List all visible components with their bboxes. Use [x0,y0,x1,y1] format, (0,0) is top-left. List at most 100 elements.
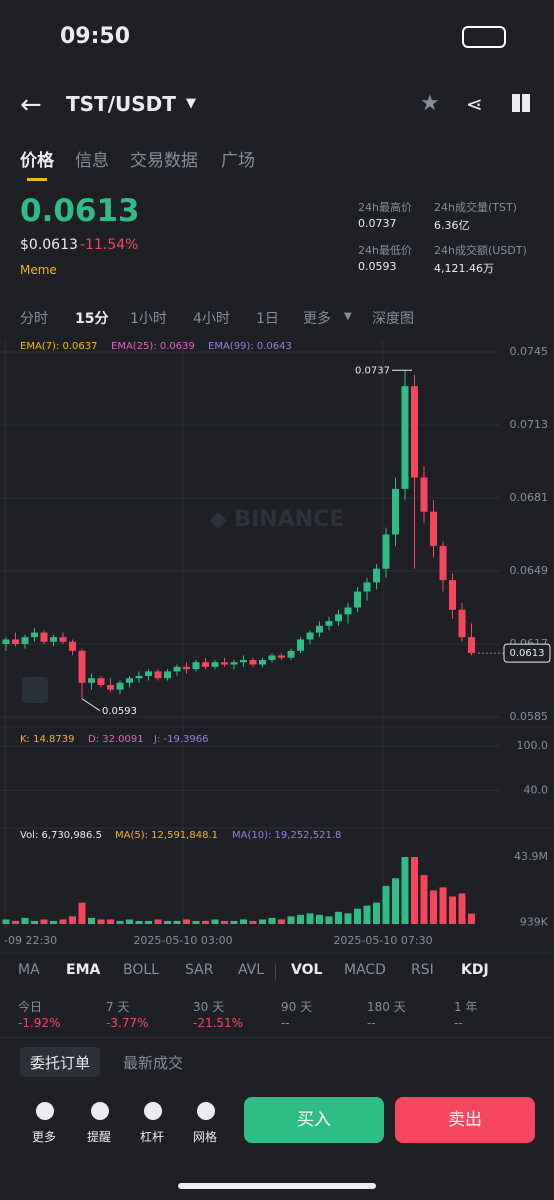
x-tick-label: -09 22:30 [4,934,57,947]
home-indicator [178,1183,376,1189]
volume-bar [439,887,447,924]
indicator-tab[interactable]: AVL [238,962,265,978]
volume-bar [145,920,152,924]
volume-bar [192,920,200,924]
candle-body [88,678,95,683]
sell-button[interactable]: 卖出 [395,1097,535,1143]
candle-body [12,639,19,644]
vol-tick-label: 43.9M [514,850,548,863]
period-value: -- [367,1016,376,1030]
tab[interactable]: 交易数据 [130,151,198,171]
ema-label: EMA(99): 0.0643 [208,341,292,352]
volume-bar [230,920,238,924]
back-button[interactable]: ← [20,90,42,120]
vol-label: MA(5): 12,591,848.1 [115,830,218,841]
tab[interactable]: 广场 [221,151,255,171]
order-tab[interactable]: 委托订单 [30,1054,91,1072]
candle-body [50,637,57,642]
indicator-tab[interactable]: EMA [66,962,101,978]
dropdown: ▼ [344,311,352,322]
interval[interactable]: 深度图 [372,311,414,327]
volume-bar [382,885,390,924]
indicator-tab[interactable]: RSI [411,962,434,978]
action-label[interactable]: 提醒 [87,1130,112,1144]
candle-body [449,580,456,610]
volume-bar [344,913,352,924]
action-label[interactable]: 杠杆 [140,1130,165,1144]
candle-body [230,662,238,665]
candle-body [287,650,295,658]
action-label[interactable]: 网格 [193,1130,218,1144]
pair-title[interactable]: TST/USDT [66,92,176,116]
price-change: -11.54% [80,237,139,253]
volume-bar [316,914,323,924]
candle-body [211,662,219,667]
buy-button[interactable]: 买入 [244,1097,384,1143]
interval[interactable]: 4小时 [193,311,230,327]
battery-icon [462,26,506,48]
indicator-tab[interactable]: KDJ [461,962,489,978]
volume-bar [430,890,437,924]
candle-body [439,545,447,581]
favorite-icon[interactable]: ★ [420,91,440,116]
trades-tab[interactable]: 最新成交 [123,1054,184,1072]
volume-bar [363,905,371,924]
tab-indicator [27,178,47,181]
pair-dropdown[interactable]: ▼ [186,96,196,111]
indicator-tab[interactable]: SAR [185,962,214,978]
action-label[interactable]: 更多 [32,1130,57,1144]
candle-body [401,386,409,489]
interval[interactable]: 分时 [20,311,48,327]
candle-body [221,662,228,665]
volume-bar [306,913,314,924]
indicator-tab[interactable]: BOLL [123,962,159,978]
volume-bar [297,914,304,924]
tab[interactable]: 价格 [20,151,54,171]
volume-bar [268,917,276,924]
candle-body [2,639,10,644]
volume-bar [287,916,295,924]
volume-bar [12,920,19,924]
candle-body [135,675,143,679]
low-pointer [81,698,101,712]
candle-body [249,659,257,665]
usd-price: $0.0613 [20,237,78,253]
candle-body [411,386,418,478]
layout-icon[interactable] [512,94,530,112]
stat-label: 24h最高价 [358,201,412,214]
volume-bar [249,920,257,924]
volume-bar [164,920,171,924]
ema-label: EMA(25): 0.0639 [111,341,195,352]
indicator-tab[interactable]: MACD [344,962,386,978]
candle-body [183,666,190,670]
volume-bar [449,896,456,924]
action-icon [197,1102,215,1120]
candle-body [259,659,266,665]
volume-bar [354,908,361,924]
candle-body [107,685,114,690]
share-icon[interactable]: ⋖ [466,92,483,116]
interval[interactable]: 15分 [75,311,109,327]
interval[interactable]: 1小时 [130,311,167,327]
tab[interactable]: 信息 [75,151,109,171]
ema-label: EMA(7): 0.0637 [20,341,98,352]
volume-bar [325,916,333,924]
interval[interactable]: 更多 [303,311,331,327]
period-label: 1 年 [454,1000,478,1014]
candle-body [316,625,323,633]
low-label: 0.0593 [102,706,137,717]
volume-bar [392,878,399,924]
volume-bar [183,919,190,924]
candle-body [297,639,304,651]
volume-bar [468,913,475,924]
indicator-tab[interactable]: MA [18,962,40,978]
interval[interactable]: 1日 [256,311,279,327]
period-value: -- [454,1016,463,1030]
high-label: 0.0737 [355,365,390,376]
candle-body [325,621,333,626]
volume-bar [335,911,342,924]
indicator-tab[interactable]: VOL [291,962,323,978]
period-value: -3.77% [106,1016,149,1030]
volume-bar [97,919,105,924]
y-tick-label: 0.0681 [510,491,549,504]
